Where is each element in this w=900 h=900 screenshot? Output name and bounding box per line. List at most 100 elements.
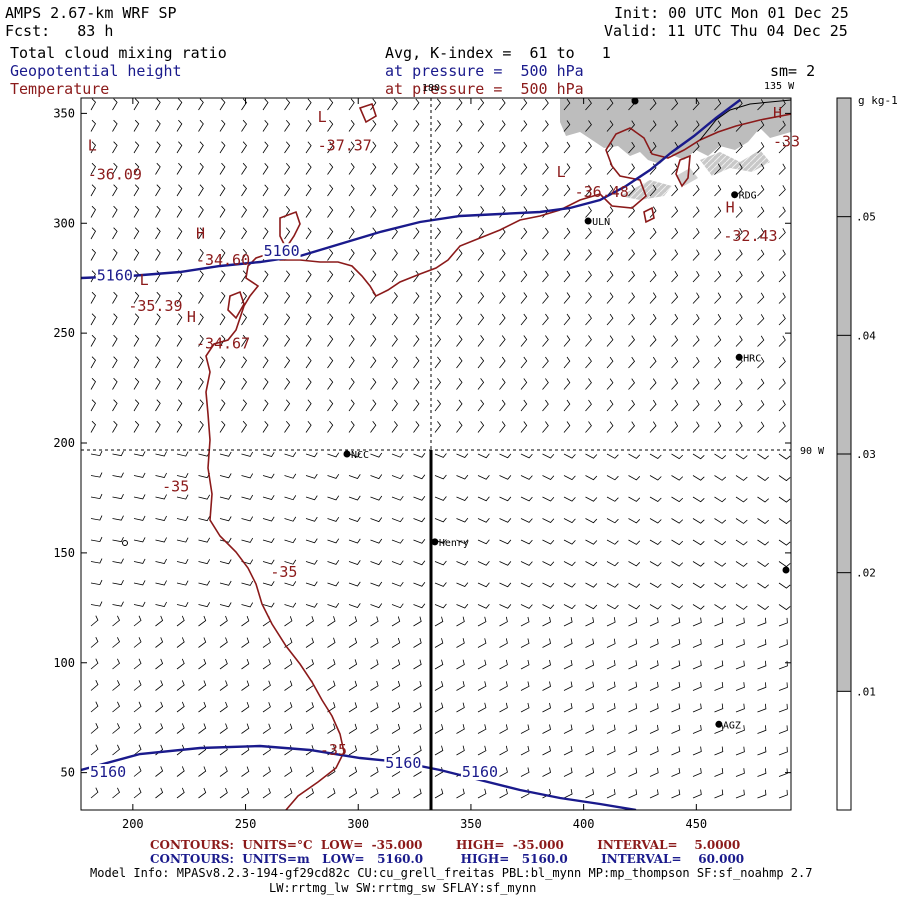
model-title: AMPS 2.67-km WRF SP: [5, 4, 177, 22]
height-labels: 5160 5160 5160 5160 5160: [89, 242, 499, 781]
y-tick-label: 50: [61, 766, 75, 780]
temperature-label: -32.43: [723, 227, 777, 245]
station-dot-right: [782, 566, 790, 574]
temp-contour-main: [205, 209, 561, 810]
colorbar-shaded: [837, 98, 851, 692]
x-tick-label: 350: [460, 817, 482, 831]
temperature-label: -36.09: [88, 165, 142, 183]
x-tick-label: 400: [573, 817, 595, 831]
wind-barb-field: [90, 98, 791, 799]
height-label-bg: [95, 267, 134, 284]
temperature-label: H: [726, 198, 735, 216]
temperature-label: -36.48: [575, 183, 629, 201]
station-marker: [731, 191, 739, 199]
y-axis: 350 300 250 200 150 100 50: [53, 106, 791, 780]
contours-height-info: CONTOURS: UNITS=m LOW= 5160.0 HIGH= 5160…: [150, 852, 745, 866]
temp-contour-loop2: [227, 290, 245, 320]
height-contour-upper: [81, 99, 741, 280]
y-tick-label: 250: [53, 326, 75, 340]
colorbar-tick-label: .04: [856, 329, 876, 342]
colorbar-tick-label: .02: [856, 567, 876, 580]
temperature-label: H: [773, 104, 782, 122]
temp-contour-loop1: [279, 210, 301, 250]
temperature-label: H: [196, 225, 205, 243]
station-dot-top: [631, 97, 639, 105]
temperature-label: L: [140, 271, 149, 289]
field-geopotential: Geopotential height: [10, 62, 182, 80]
height-label-bg: [89, 764, 128, 781]
y-tick-label: 350: [53, 106, 75, 120]
temperature-label: L: [318, 108, 327, 126]
station-label: ULN: [592, 217, 610, 228]
temperature-label: H: [187, 308, 196, 326]
pressure-level-height: at pressure = 500 hPa: [385, 62, 584, 80]
pressure-level-temp: at pressure = 500 hPa: [385, 80, 584, 98]
field-cloud-mixing: Total cloud mixing ratio: [10, 44, 227, 62]
temperature-label: -35: [270, 563, 297, 581]
plot-border: [80, 97, 792, 811]
temperature-label: -34.67: [196, 335, 250, 353]
coastline: [699, 99, 791, 141]
y-tick-label: 150: [53, 546, 75, 560]
x-tick-label: 200: [122, 817, 144, 831]
height-label-bg: [384, 755, 423, 772]
station-marker: [584, 217, 592, 225]
height-label-bg: [262, 243, 301, 260]
temp-contour-loop3: [675, 154, 691, 188]
colorbar-unit: g kg-1: [858, 94, 898, 107]
height-label: 5160: [385, 754, 421, 772]
station-label: NCC: [351, 450, 369, 461]
height-label: 5160: [462, 763, 498, 781]
height-label: 5160: [90, 763, 126, 781]
temperature-label: -33: [773, 132, 800, 150]
field-temperature: Temperature: [10, 80, 110, 98]
temperature-contours: [205, 102, 791, 810]
station-label: RDG: [739, 191, 757, 202]
init-time: Init: 00 UTC Mon 01 Dec 25: [614, 4, 849, 22]
colorbar-tick-label: .05: [856, 211, 876, 224]
model-info-physics: LW:rrtmg_lw SW:rrtmg_sw SFLAY:sf_mynn: [269, 881, 537, 895]
colorbar: g kg-1 .05 .04 .03 .02 .01: [836, 94, 898, 811]
contours-temperature-info: CONTOURS: UNITS=°C LOW= -35.000 HIGH= -3…: [150, 838, 741, 852]
station-marker: [343, 450, 351, 458]
colorbar-tick-label: .03: [856, 448, 876, 461]
forecast-hour: Fcst: 83 h: [5, 22, 114, 40]
meridian-180-label: 180: [422, 83, 440, 94]
y-tick-label: 100: [53, 656, 75, 670]
temp-contour-upper: [559, 113, 791, 211]
temperature-label: -34.60: [196, 251, 250, 269]
model-info: Model Info: MPASv8.2.3-194-gf29cd82c CU:…: [90, 866, 813, 880]
height-label: 5160: [264, 242, 300, 260]
temperature-label: -35: [162, 477, 189, 495]
smoothing: sm= 2: [770, 62, 816, 80]
height-label: 5160: [97, 266, 133, 284]
station-label: HRC: [743, 353, 761, 364]
x-tick-label: 300: [347, 817, 369, 831]
temperature-labels: L -36.09 L -37.37 L -36.48 H -33 H -32.43 H -34.60 L…: [88, 104, 800, 759]
meridian-90w-label: 90 W: [800, 446, 825, 457]
temp-contour-loop4: [643, 206, 655, 224]
temperature-label: L: [88, 137, 97, 155]
temp-contour-loop5: [358, 102, 377, 124]
station-label: AGZ: [723, 720, 741, 731]
station-label: Henry: [439, 538, 469, 549]
colorbar-white: [837, 691, 851, 810]
cloud-shading: [560, 98, 791, 200]
temperature-label: L: [557, 163, 566, 181]
wind-barbs: [90, 98, 791, 799]
avg-k-index: Avg, K-index = 61 to 1: [385, 44, 611, 62]
colorbar-tick-label: .01: [856, 685, 876, 698]
stations: RDG ULN HRC NCC Henry AGZ: [343, 191, 761, 731]
height-label-bg: [460, 764, 499, 781]
x-tick-label: 250: [235, 817, 257, 831]
temperature-label: -37.37: [318, 137, 372, 155]
temperature-label: -35: [320, 741, 347, 759]
x-axis: 200 250 300 350 400 450: [122, 98, 707, 831]
valid-time: Valid: 11 UTC Thu 04 Dec 25: [604, 22, 848, 40]
station-marker: [715, 720, 723, 728]
y-tick-label: 300: [53, 216, 75, 230]
meridian-135w-label: 135 W: [764, 81, 795, 92]
y-tick-label: 200: [53, 436, 75, 450]
